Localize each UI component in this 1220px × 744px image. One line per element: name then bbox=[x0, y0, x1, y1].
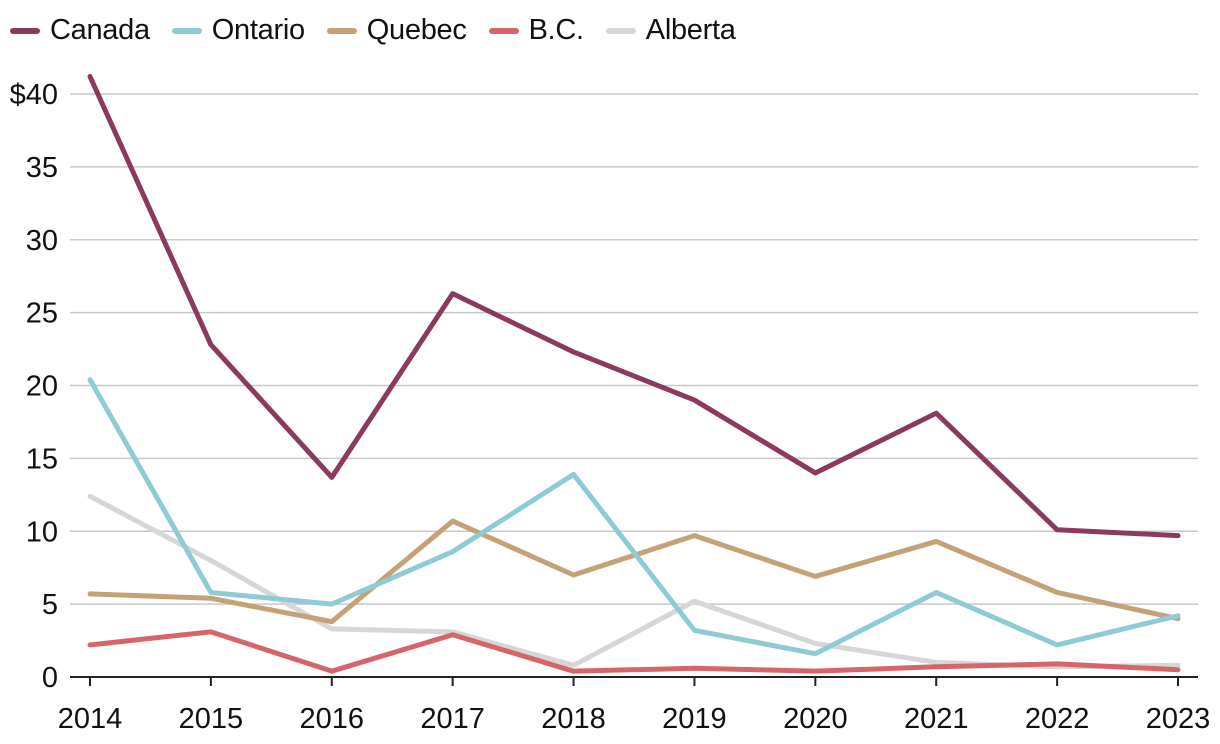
legend-item: B.C. bbox=[488, 14, 585, 47]
series-lines bbox=[87, 74, 1181, 674]
series-line-alberta bbox=[87, 493, 1181, 670]
x-tick-label: 2019 bbox=[662, 703, 727, 735]
legend-label: B.C. bbox=[528, 14, 585, 46]
x-tick-label: 2018 bbox=[541, 703, 606, 735]
chart-legend: Canada Ontario Quebec B.C. Alberta bbox=[10, 14, 758, 47]
x-tick-label: 2015 bbox=[179, 703, 244, 735]
legend-swatch bbox=[605, 27, 636, 34]
y-tick-label: 25 bbox=[26, 298, 58, 330]
legend-label: Alberta bbox=[645, 14, 736, 46]
legend-swatch bbox=[488, 27, 519, 34]
legend-label: Ontario bbox=[211, 14, 305, 46]
x-tick-label: 2023 bbox=[1146, 703, 1211, 735]
legend-swatch bbox=[171, 27, 202, 34]
y-tick-label: 30 bbox=[26, 225, 58, 257]
x-tick-label: 2021 bbox=[904, 703, 969, 735]
series-line-ontario bbox=[87, 377, 1181, 657]
x-tick-label: 2017 bbox=[420, 703, 485, 735]
x-tick-label: 2016 bbox=[300, 703, 365, 735]
x-tick-label: 2022 bbox=[1025, 703, 1090, 735]
y-tick-label: 15 bbox=[26, 443, 58, 475]
legend-item: Canada bbox=[10, 14, 150, 47]
legend-label: Quebec bbox=[366, 14, 467, 46]
legend-item: Quebec bbox=[326, 14, 467, 47]
y-axis-ticks: 0 5 10 15 20 25 30 35 $40 bbox=[10, 79, 58, 694]
legend-label: Canada bbox=[50, 14, 150, 46]
legend-swatch bbox=[326, 27, 357, 34]
legend-item: Alberta bbox=[605, 14, 736, 47]
y-tick-label: 35 bbox=[26, 152, 58, 184]
series-line-b-c bbox=[87, 629, 1181, 674]
legend-swatch bbox=[10, 27, 40, 34]
x-tick-label: 2020 bbox=[783, 703, 848, 735]
series-line-quebec bbox=[87, 518, 1181, 625]
y-tick-label: $40 bbox=[10, 79, 58, 111]
y-tick-label: 10 bbox=[26, 516, 58, 548]
y-tick-label: 20 bbox=[26, 371, 58, 403]
gridlines bbox=[70, 93, 1198, 605]
x-tick-label: 2014 bbox=[58, 703, 123, 735]
legend-item: Ontario bbox=[171, 14, 305, 47]
x-axis: 2014 2015 2016 2017 2018 2019 2020 2021 2022 2023 bbox=[58, 676, 1211, 735]
series-line-canada bbox=[87, 74, 1181, 539]
y-tick-label: 5 bbox=[42, 589, 58, 621]
y-tick-label: 0 bbox=[42, 662, 58, 694]
